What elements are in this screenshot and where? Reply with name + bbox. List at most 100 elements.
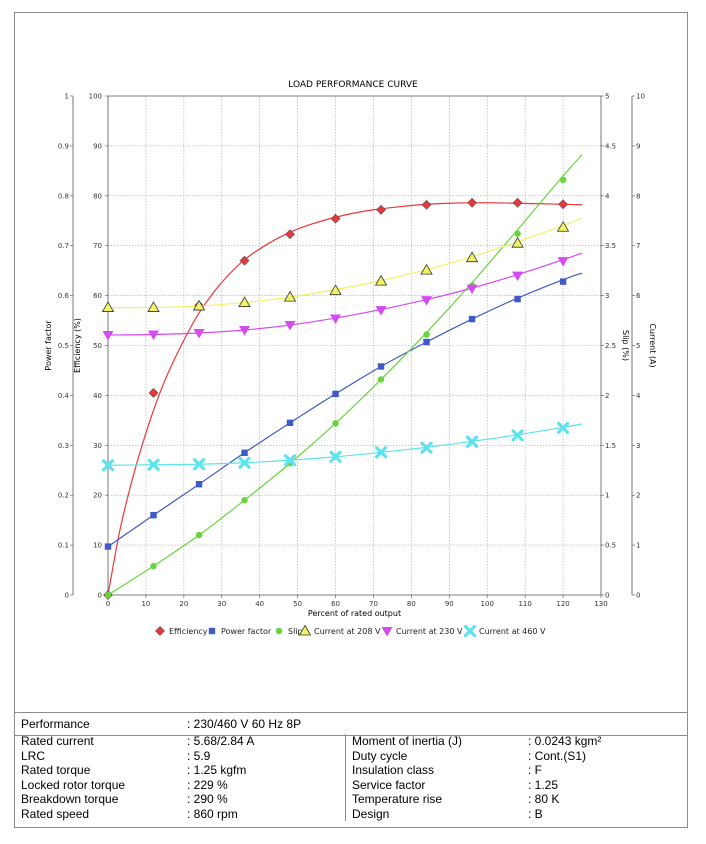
data-point	[511, 429, 524, 442]
axis-title-current: Current (A)	[648, 323, 657, 367]
spec-row: Rated speed: 860 rpm Design: B	[15, 806, 687, 821]
data-point	[421, 199, 432, 210]
spec-row: Rated current: 5.68/2.84 A Moment of iner…	[15, 734, 687, 749]
spec-value: : B	[528, 806, 543, 821]
y-tick-label-power-factor: 0.9	[58, 142, 69, 150]
y-tick-label-slip: 1.5	[605, 442, 616, 450]
spec-row: Locked rotor torque: 229 % Service factor…	[15, 777, 687, 792]
data-point	[104, 591, 112, 599]
spec-label: Temperature rise	[345, 792, 522, 807]
performance-label: Performance	[15, 712, 181, 736]
spec-label: Moment of inertia (J)	[345, 734, 522, 749]
data-point	[239, 255, 250, 266]
data-point	[208, 627, 216, 635]
data-point	[467, 197, 477, 208]
data-point	[286, 419, 294, 427]
y-tick-label-slip: 3	[605, 292, 609, 300]
x-tick-label: 90	[445, 600, 454, 608]
data-point	[463, 624, 477, 638]
data-point	[420, 263, 433, 275]
data-point	[512, 271, 524, 282]
spec-row: LRC: 5.9 Duty cycle: Cont.(S1)	[15, 748, 687, 763]
data-point	[329, 450, 342, 463]
spec-value: : 5.9	[187, 748, 211, 763]
data-point	[466, 284, 478, 295]
data-point	[332, 390, 339, 398]
y-tick-label-efficiency: 100	[89, 93, 102, 101]
data-point	[101, 301, 115, 312]
spec-label: Breakdown torque	[21, 792, 119, 807]
y-tick-label-power-factor: 0.6	[58, 292, 70, 300]
x-tick-label: 20	[179, 600, 188, 608]
data-point-stroke	[374, 446, 388, 459]
data-point	[557, 257, 569, 267]
data-point	[192, 299, 206, 311]
y-tick-label-current: 0	[636, 592, 640, 600]
data-point	[512, 197, 523, 208]
series-efficiency	[103, 197, 583, 600]
spec-label: Rated speed	[21, 806, 90, 821]
spec-value: : 1.25	[528, 777, 559, 792]
data-point-stroke	[147, 458, 160, 471]
data-point	[101, 459, 115, 472]
axis-title-efficiency: Efficiency (%)	[73, 318, 82, 373]
data-point	[193, 329, 205, 339]
data-point	[465, 251, 479, 263]
performance-row: Performance : 230/460 V 60 Hz 8P	[15, 712, 687, 736]
x-tick-label: 30	[217, 600, 226, 608]
y-tick-label-power-factor: 0.1	[58, 542, 69, 550]
data-point	[423, 338, 430, 346]
data-point	[332, 420, 339, 427]
data-point	[468, 315, 476, 323]
spec-value: : 0.0243 kgm²	[528, 734, 602, 749]
spec-value: : 229 %	[187, 777, 228, 792]
data-point	[511, 236, 524, 248]
y-tick-label-slip: 3.5	[605, 242, 616, 250]
y-tick-label-efficiency: 0	[98, 592, 102, 600]
spec-row: Breakdown torque: 290 % Temperature rise:…	[15, 792, 687, 807]
y-tick-label-current: 4	[636, 392, 641, 400]
data-point	[283, 290, 297, 302]
y-tick-label-power-factor: 0.2	[58, 492, 69, 500]
data-point-stroke	[420, 441, 433, 454]
series	[101, 154, 583, 600]
data-point-stroke	[283, 454, 297, 467]
data-point	[330, 213, 341, 224]
data-point	[421, 296, 433, 306]
data-point-stroke	[463, 624, 477, 638]
series-current-at-460-v	[101, 421, 583, 472]
legend-item: Power factor	[208, 627, 272, 636]
series-current-at-208-v	[101, 217, 583, 312]
data-point	[374, 274, 388, 286]
chart-title: LOAD PERFORMANCE CURVE	[288, 80, 418, 90]
data-point	[423, 331, 430, 338]
data-point-stroke	[238, 456, 251, 469]
series-line	[107, 217, 583, 309]
y-tick-label-current: 5	[636, 342, 640, 350]
data-point	[420, 441, 433, 454]
grid	[108, 96, 601, 595]
data-point	[148, 330, 160, 341]
legend-label: Current at 460 V	[479, 627, 546, 636]
y-tick-label-current: 3	[636, 442, 640, 450]
y-tick-label-current: 6	[636, 292, 641, 300]
x-tick-label: 80	[407, 600, 416, 608]
data-point-stroke	[511, 429, 524, 442]
data-point	[147, 301, 160, 312]
y-tick-label-current: 2	[636, 492, 640, 500]
y-tick-label-slip: 1	[605, 492, 609, 500]
y-tick-label-power-factor: 1	[65, 93, 69, 101]
y-tick-label-slip: 2	[605, 392, 609, 400]
y-tick-label-slip: 5	[605, 93, 609, 101]
data-point	[195, 531, 203, 539]
legend-item: Current at 208 V	[298, 624, 381, 636]
data-point	[102, 331, 114, 341]
spec-label: Rated torque	[21, 763, 91, 778]
y-tick-label-efficiency: 80	[93, 192, 102, 200]
x-tick-label: 120	[556, 600, 569, 608]
x-tick-label: 130	[594, 600, 607, 608]
spec-label: Insulation class	[345, 763, 522, 778]
axis-title-slip: Slip (%)	[621, 330, 630, 361]
legend-label: Efficiency	[169, 627, 208, 636]
data-point	[239, 326, 251, 336]
